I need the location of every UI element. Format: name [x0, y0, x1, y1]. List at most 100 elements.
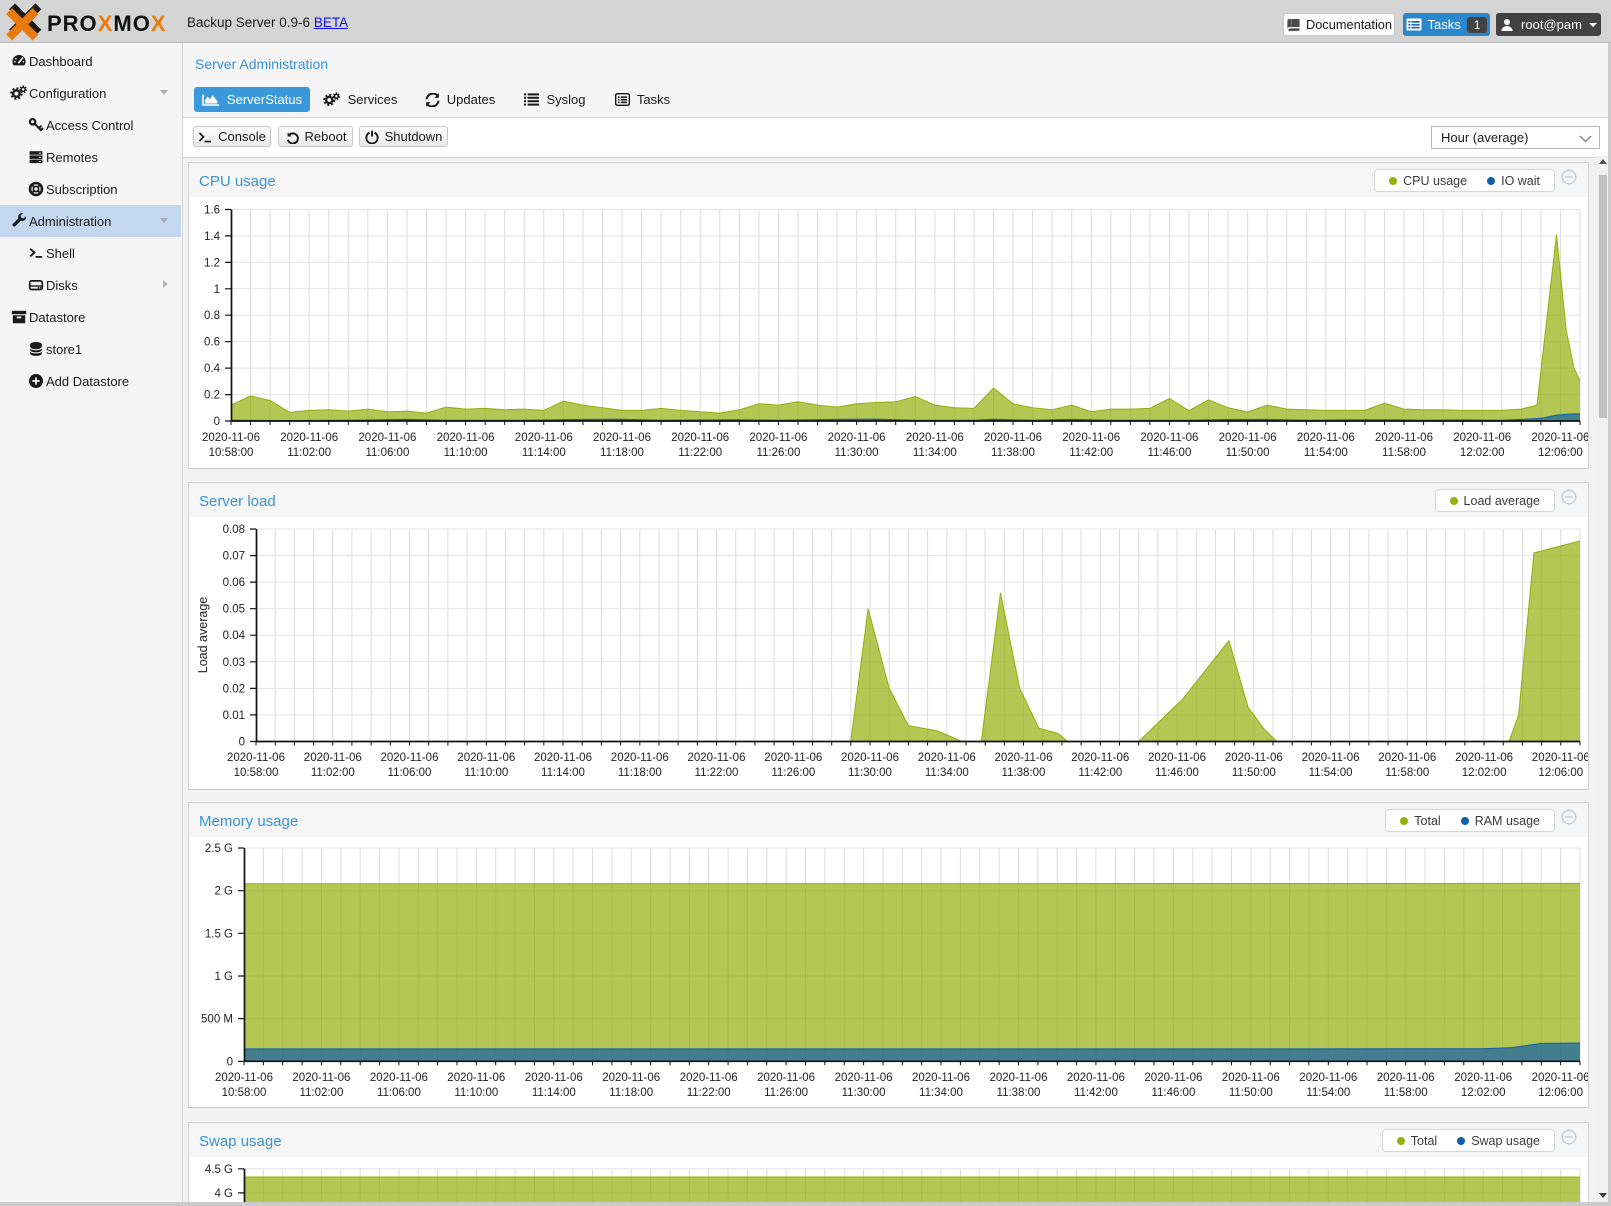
svg-text:11:22:00: 11:22:00	[687, 1087, 731, 1099]
svg-text:1.2: 1.2	[204, 257, 220, 269]
svg-text:2020-11-06: 2020-11-06	[680, 1072, 738, 1084]
svg-text:0.4: 0.4	[204, 363, 221, 375]
svg-text:1.4: 1.4	[204, 231, 221, 243]
svg-text:11:06:00: 11:06:00	[388, 767, 432, 779]
svg-text:12:06:00: 12:06:00	[1538, 767, 1583, 779]
svg-text:11:58:00: 11:58:00	[1384, 1087, 1428, 1099]
svg-text:11:38:00: 11:38:00	[997, 1087, 1041, 1099]
svg-text:11:06:00: 11:06:00	[365, 447, 409, 459]
svg-text:11:26:00: 11:26:00	[764, 1087, 808, 1099]
svg-text:0.6: 0.6	[204, 337, 220, 349]
svg-text:2.5 G: 2.5 G	[205, 843, 233, 855]
svg-text:2020-11-06: 2020-11-06	[602, 1072, 660, 1084]
svg-text:2020-11-06: 2020-11-06	[912, 1072, 970, 1084]
svg-text:0.02: 0.02	[223, 683, 245, 695]
svg-text:2020-11-06: 2020-11-06	[1532, 1072, 1588, 1084]
svg-text:1.6: 1.6	[204, 205, 220, 217]
svg-text:0.06: 0.06	[223, 577, 245, 589]
svg-text:2020-11-06: 2020-11-06	[1302, 752, 1360, 764]
svg-text:2020-11-06: 2020-11-06	[525, 1072, 583, 1084]
svg-text:2020-11-06: 2020-11-06	[1375, 432, 1433, 444]
svg-text:2020-11-06: 2020-11-06	[757, 1072, 815, 1084]
svg-text:0.07: 0.07	[223, 551, 245, 563]
svg-text:0.2: 0.2	[204, 390, 220, 402]
svg-text:11:38:00: 11:38:00	[991, 447, 1035, 459]
svg-text:10:58:00: 10:58:00	[234, 767, 279, 779]
svg-text:11:14:00: 11:14:00	[532, 1087, 576, 1099]
svg-text:12:02:00: 12:02:00	[1460, 447, 1505, 459]
svg-text:11:54:00: 11:54:00	[1309, 767, 1353, 779]
svg-text:11:38:00: 11:38:00	[1002, 767, 1046, 779]
svg-text:11:34:00: 11:34:00	[913, 447, 957, 459]
svg-text:11:02:00: 11:02:00	[299, 1087, 343, 1099]
svg-text:2020-11-06: 2020-11-06	[202, 432, 260, 444]
svg-text:2020-11-06: 2020-11-06	[611, 752, 669, 764]
svg-text:2020-11-06: 2020-11-06	[370, 1072, 428, 1084]
svg-text:2020-11-06: 2020-11-06	[1219, 432, 1277, 444]
svg-text:11:54:00: 11:54:00	[1304, 447, 1348, 459]
svg-text:4 G: 4 G	[214, 1188, 233, 1200]
svg-text:2020-11-06: 2020-11-06	[764, 752, 822, 764]
svg-text:2020-11-06: 2020-11-06	[1377, 1072, 1435, 1084]
svg-text:11:06:00: 11:06:00	[377, 1087, 421, 1099]
svg-text:2020-11-06: 2020-11-06	[828, 432, 886, 444]
svg-text:11:18:00: 11:18:00	[600, 447, 644, 459]
svg-text:1 G: 1 G	[214, 971, 233, 983]
svg-text:2020-11-06: 2020-11-06	[215, 1072, 273, 1084]
svg-text:2020-11-06: 2020-11-06	[906, 432, 964, 444]
svg-text:2020-11-06: 2020-11-06	[1144, 1072, 1202, 1084]
svg-text:11:14:00: 11:14:00	[541, 767, 585, 779]
svg-text:2020-11-06: 2020-11-06	[1225, 752, 1283, 764]
svg-text:2020-11-06: 2020-11-06	[1067, 1072, 1125, 1084]
svg-text:11:18:00: 11:18:00	[609, 1087, 653, 1099]
svg-text:2020-11-06: 2020-11-06	[227, 752, 285, 764]
svg-text:2020-11-06: 2020-11-06	[437, 432, 495, 444]
svg-text:2020-11-06: 2020-11-06	[990, 1072, 1048, 1084]
svg-text:2020-11-06: 2020-11-06	[1071, 752, 1129, 764]
svg-text:0.03: 0.03	[223, 657, 245, 669]
svg-text:0.05: 0.05	[223, 604, 245, 616]
svg-text:11:42:00: 11:42:00	[1074, 1087, 1118, 1099]
svg-text:2020-11-06: 2020-11-06	[280, 432, 338, 444]
svg-text:11:26:00: 11:26:00	[771, 767, 815, 779]
svg-text:11:42:00: 11:42:00	[1069, 447, 1113, 459]
svg-text:0: 0	[239, 737, 245, 749]
svg-text:2020-11-06: 2020-11-06	[671, 432, 729, 444]
svg-text:11:34:00: 11:34:00	[919, 1087, 963, 1099]
svg-text:11:10:00: 11:10:00	[444, 447, 488, 459]
svg-text:2020-11-06: 2020-11-06	[1148, 752, 1206, 764]
svg-text:2020-11-06: 2020-11-06	[1453, 432, 1511, 444]
svg-text:2020-11-06: 2020-11-06	[984, 432, 1042, 444]
svg-text:2020-11-06: 2020-11-06	[1222, 1072, 1280, 1084]
svg-text:500 M: 500 M	[201, 1014, 233, 1026]
svg-text:2020-11-06: 2020-11-06	[918, 752, 976, 764]
svg-text:0.04: 0.04	[223, 630, 246, 642]
svg-text:2020-11-06: 2020-11-06	[1454, 1072, 1512, 1084]
svg-text:11:58:00: 11:58:00	[1385, 767, 1429, 779]
svg-text:11:10:00: 11:10:00	[464, 767, 508, 779]
svg-text:2 G: 2 G	[214, 886, 233, 898]
svg-text:11:22:00: 11:22:00	[678, 447, 722, 459]
svg-text:11:34:00: 11:34:00	[925, 767, 969, 779]
svg-text:0.01: 0.01	[223, 710, 245, 722]
svg-text:11:46:00: 11:46:00	[1155, 767, 1199, 779]
svg-text:11:30:00: 11:30:00	[835, 447, 879, 459]
svg-text:2020-11-06: 2020-11-06	[1140, 432, 1198, 444]
svg-text:2020-11-06: 2020-11-06	[534, 752, 592, 764]
svg-text:2020-11-06: 2020-11-06	[688, 752, 746, 764]
svg-text:2020-11-06: 2020-11-06	[1299, 1072, 1357, 1084]
svg-text:12:02:00: 12:02:00	[1461, 1087, 1506, 1099]
svg-text:2020-11-06: 2020-11-06	[457, 752, 515, 764]
svg-text:11:30:00: 11:30:00	[842, 1087, 886, 1099]
svg-text:10:58:00: 10:58:00	[222, 1087, 267, 1099]
svg-text:2020-11-06: 2020-11-06	[593, 432, 651, 444]
svg-text:2020-11-06: 2020-11-06	[304, 752, 362, 764]
svg-text:11:18:00: 11:18:00	[618, 767, 662, 779]
svg-text:11:42:00: 11:42:00	[1078, 767, 1122, 779]
svg-text:11:02:00: 11:02:00	[311, 767, 355, 779]
svg-text:11:50:00: 11:50:00	[1229, 1087, 1273, 1099]
svg-text:10:58:00: 10:58:00	[209, 447, 254, 459]
svg-text:2020-11-06: 2020-11-06	[381, 752, 439, 764]
svg-text:2020-11-06: 2020-11-06	[835, 1072, 893, 1084]
svg-text:2020-11-06: 2020-11-06	[358, 432, 416, 444]
